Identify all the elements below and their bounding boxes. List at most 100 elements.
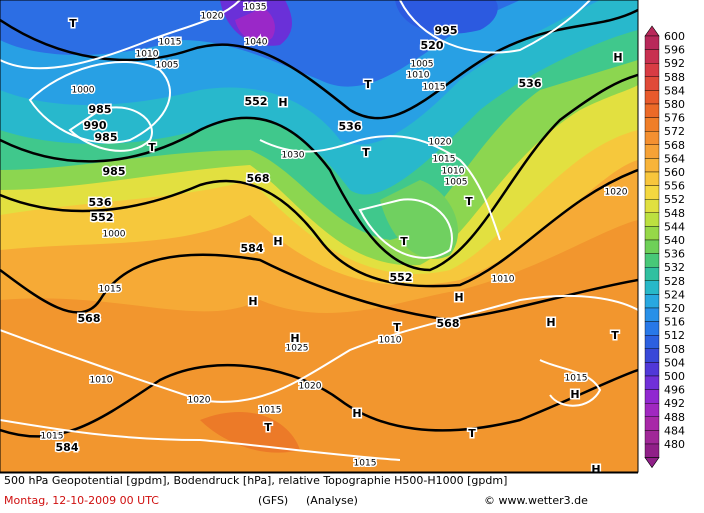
colorbar-label: 516 (664, 316, 685, 329)
colorbar-swatch (644, 158, 660, 173)
pressure-center: H (591, 463, 600, 476)
colorbar-label: 556 (664, 180, 685, 193)
contour-label: 1020 (605, 188, 628, 198)
contour-label: 568 (247, 172, 270, 185)
contour-label: 1005 (445, 178, 468, 188)
colorbar-label: 524 (664, 288, 685, 301)
contour-label: 1040 (245, 38, 268, 48)
colorbar-label: 548 (664, 207, 685, 220)
colorbar-label: 532 (664, 261, 685, 274)
colorbar: 6005965925885845805765725685645605565525… (644, 25, 685, 469)
pressure-center: H (546, 316, 555, 329)
pressure-center: H (613, 51, 622, 64)
colorbar-label: 484 (664, 424, 685, 437)
colorbar-label: 504 (664, 356, 685, 369)
contour-label: 1015 (354, 459, 377, 469)
contour-label: 552 (390, 271, 413, 284)
contour-label: 1015 (159, 38, 182, 48)
colorbar-label: 488 (664, 411, 685, 424)
colorbar-label: 572 (664, 125, 685, 138)
contour-label: 1015 (565, 374, 588, 384)
contour-label: 536 (339, 120, 362, 133)
colorbar-label: 600 (664, 30, 685, 43)
pressure-center: T (468, 427, 476, 440)
contour-label: 1000 (72, 86, 95, 96)
contour-label: 584 (241, 242, 264, 255)
colorbar-label: 520 (664, 302, 685, 315)
contour-label: 520 (421, 39, 444, 52)
pressure-center: T (611, 329, 619, 342)
contour-label: 584 (56, 441, 79, 454)
colorbar-swatch (644, 144, 660, 159)
colorbar-label: 508 (664, 343, 685, 356)
contour-label: 1035 (244, 3, 267, 13)
colorbar-swatch (644, 103, 660, 118)
footer-description: 500 hPa Geopotential [gpdm], Bodendruck … (4, 474, 507, 487)
pressure-center: T (393, 321, 401, 334)
colorbar-label: 512 (664, 329, 685, 342)
colorbar-swatch (644, 130, 660, 145)
colorbar-swatch (644, 280, 660, 295)
pressure-center: T (69, 17, 77, 30)
colorbar-swatch (644, 171, 660, 186)
contour-label: 1015 (41, 432, 64, 442)
contour-label: 1005 (411, 60, 434, 70)
contour-label: 1015 (433, 155, 456, 165)
contour-label: 1030 (282, 151, 305, 161)
colorbar-swatch (644, 416, 660, 431)
contour-label: 1015 (99, 285, 122, 295)
colorbar-cap (644, 457, 660, 469)
colorbar-swatch (644, 239, 660, 254)
colorbar-label: 500 (664, 370, 685, 383)
colorbar-label: 552 (664, 193, 685, 206)
colorbar-label: 592 (664, 57, 685, 70)
colorbar-label: 560 (664, 166, 685, 179)
colorbar-label: 580 (664, 98, 685, 111)
colorbar-swatch (644, 321, 660, 336)
contour-label: 1020 (299, 382, 322, 392)
pressure-center: T (264, 421, 272, 434)
colorbar-label: 492 (664, 397, 685, 410)
colorbar-swatch (644, 76, 660, 91)
contour-label: 990 (84, 119, 107, 132)
contour-label: 568 (437, 317, 460, 330)
colorbar-label: 568 (664, 139, 685, 152)
colorbar-swatch (644, 430, 660, 445)
colorbar-label: 544 (664, 220, 685, 233)
contour-label: 1010 (492, 275, 515, 285)
pressure-center: H (273, 235, 282, 248)
colorbar-swatch (644, 117, 660, 132)
colorbar-swatch (644, 348, 660, 363)
footer-kind: (Analyse) (306, 494, 358, 507)
colorbar-swatch (644, 362, 660, 377)
colorbar-label: 588 (664, 71, 685, 84)
pressure-center: H (454, 291, 463, 304)
colorbar-label: 576 (664, 112, 685, 125)
contour-label: 1020 (201, 12, 224, 22)
colorbar-label: 528 (664, 275, 685, 288)
colorbar-swatch (644, 198, 660, 213)
colorbar-swatch (644, 294, 660, 309)
colorbar-swatch (644, 253, 660, 268)
colorbar-cap (644, 25, 660, 37)
contour-label: 536 (519, 77, 542, 90)
pressure-center: H (290, 332, 299, 345)
colorbar-swatch (644, 63, 660, 78)
footer-model: (GFS) (258, 494, 288, 507)
colorbar-swatch (644, 443, 660, 458)
pressure-center: H (278, 96, 287, 109)
map-fields (0, 0, 638, 472)
contour-label: 1010 (90, 376, 113, 386)
contour-label: 1020 (188, 396, 211, 406)
colorbar-label: 596 (664, 44, 685, 57)
footer-source: © www.wetter3.de (484, 494, 588, 507)
colorbar-label: 536 (664, 248, 685, 261)
contour-label: 995 (435, 24, 458, 37)
footer-date: Montag, 12-10-2009 00 UTC (4, 494, 159, 507)
colorbar-label: 480 (664, 438, 685, 451)
pressure-center: T (362, 146, 370, 159)
map-frame (0, 0, 639, 473)
pressure-center: H (352, 407, 361, 420)
pressure-center: T (148, 141, 156, 154)
